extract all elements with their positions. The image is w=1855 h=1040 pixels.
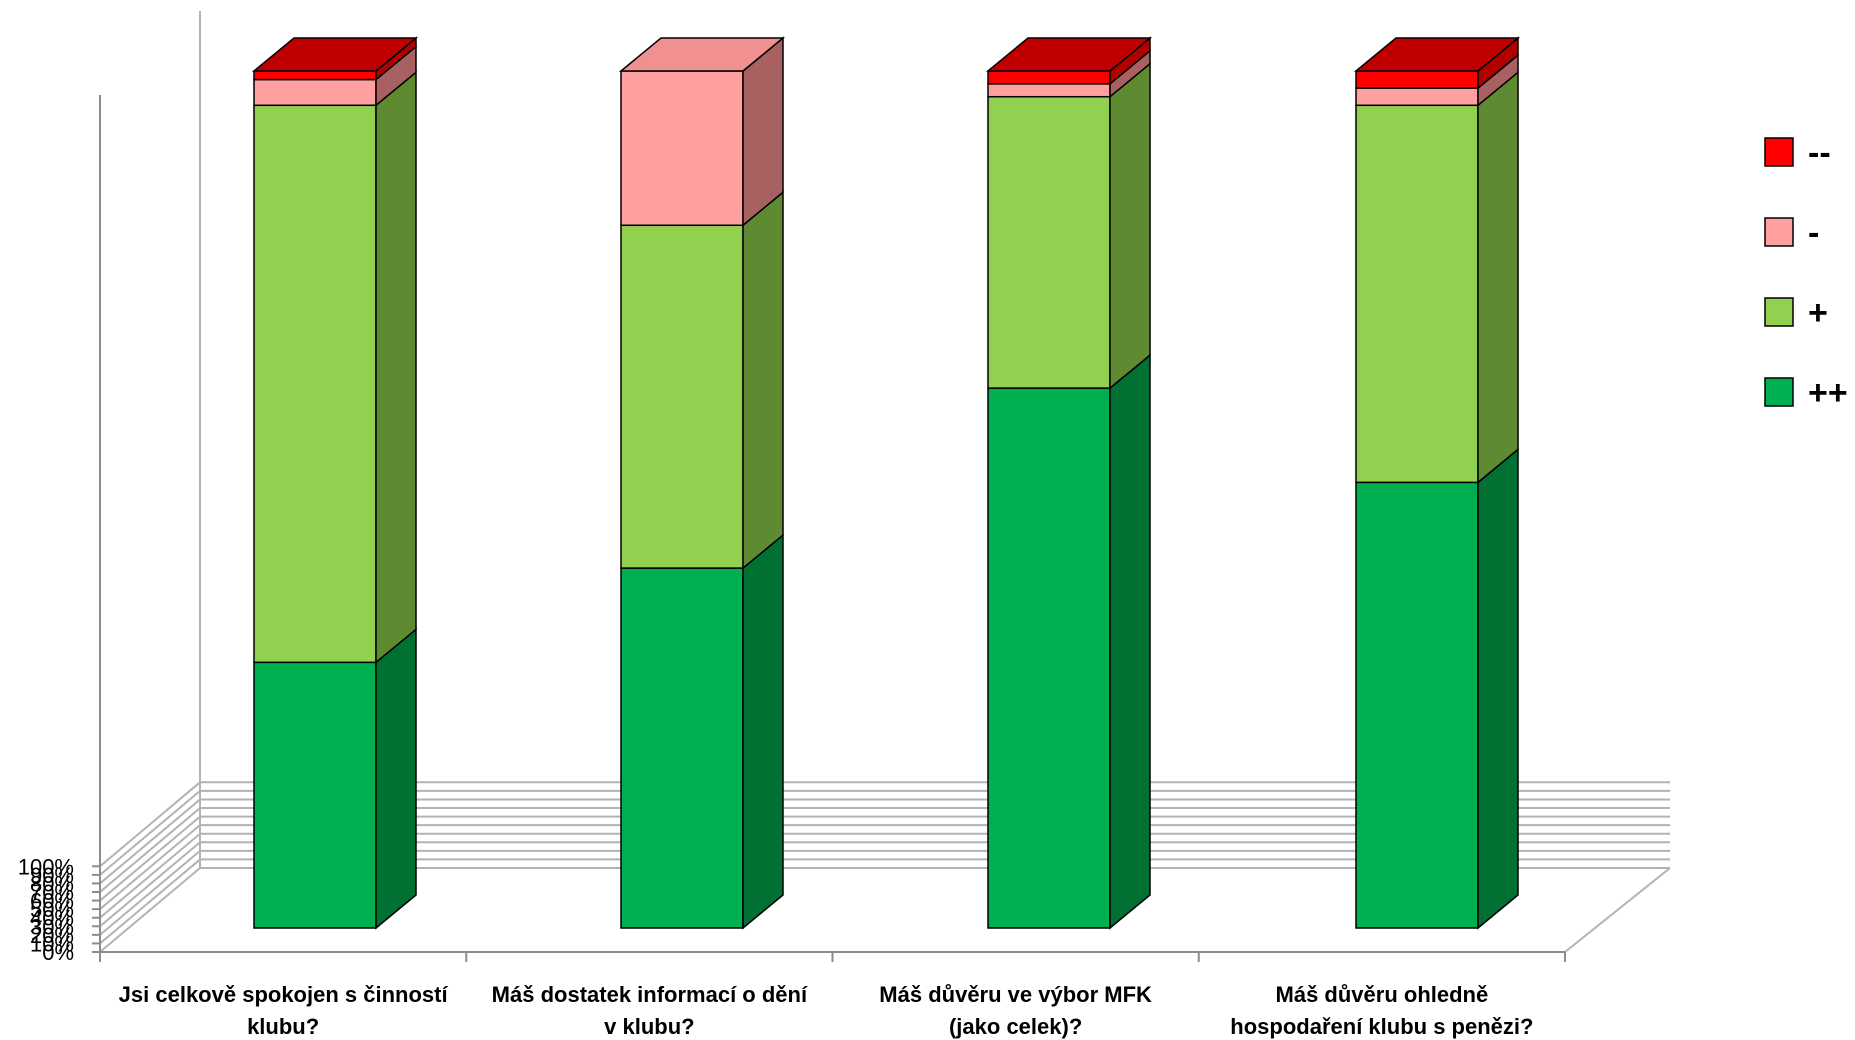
- bar-segment: [253, 627, 417, 930]
- legend-swatch: [1764, 377, 1794, 407]
- bar-segment-front: [1355, 104, 1479, 484]
- gridline-diagonal: [99, 841, 201, 928]
- y-tick-label: 0%: [42, 940, 74, 965]
- bar-segment: [253, 44, 417, 107]
- bar-top-face: [985, 37, 1153, 72]
- x-category-label: klubu?: [247, 1014, 319, 1039]
- gridline-diagonal: [99, 858, 201, 945]
- bar-segment: [1355, 447, 1519, 930]
- bar-segment-side: [1477, 447, 1519, 930]
- bar-segment-side: [1109, 62, 1151, 390]
- y-tick-label: 70%: [30, 880, 74, 905]
- gridline-diagonal: [99, 781, 201, 868]
- bar-segment-front: [620, 567, 744, 929]
- y-tick-label: 10%: [30, 931, 74, 956]
- bar-segment-side: [375, 70, 417, 664]
- y-tick-label: 50%: [30, 897, 74, 922]
- bar-segment: [987, 62, 1151, 390]
- gridline-diagonal: [99, 790, 201, 876]
- x-category-label: Máš dostatek informací o dění: [492, 982, 808, 1007]
- legend-swatch: [1764, 297, 1794, 327]
- bar-segment-front: [987, 70, 1111, 85]
- bars: [251, 36, 1521, 930]
- legend-label: --: [1808, 134, 1831, 172]
- y-tick-label: 30%: [30, 914, 74, 939]
- bar-segment-front: [253, 661, 377, 929]
- gridline-diagonal: [99, 807, 201, 893]
- x-category-label: v klubu?: [604, 1014, 694, 1039]
- x-category-label: (jako celek)?: [949, 1014, 1082, 1039]
- bar-segment: [620, 36, 784, 227]
- bar-segment-front: [253, 104, 377, 664]
- bar-segment-front: [1355, 87, 1479, 107]
- gridline-diagonal: [99, 815, 201, 902]
- bar-segment-front: [620, 224, 744, 569]
- bar-segment: [620, 190, 784, 570]
- floor-left-edge: [99, 867, 201, 953]
- bar-segment-front: [253, 70, 377, 81]
- bar-segment-front: [987, 83, 1111, 98]
- bar-segment: [1355, 70, 1519, 484]
- bar-segment-side: [1477, 70, 1519, 484]
- y-tick-label: 80%: [30, 871, 74, 896]
- bar-segment-front: [987, 95, 1111, 389]
- bar-segment: [1355, 53, 1519, 107]
- gridline-diagonal: [99, 832, 201, 919]
- bar-top-face: [251, 37, 419, 72]
- x-category-label: Máš důvěru ve výbor MFK: [879, 982, 1152, 1007]
- bar-segment-front: [1355, 481, 1479, 929]
- legend-label: -: [1808, 214, 1819, 252]
- legend: ---+++: [1764, 134, 1848, 412]
- bar-segment: [1355, 36, 1519, 90]
- bar-segment-side: [742, 533, 784, 930]
- y-tick-label: 100%: [18, 854, 74, 879]
- x-category-label: hospodaření klubu s penězi?: [1230, 1014, 1533, 1039]
- legend-swatch: [1764, 137, 1794, 167]
- y-tick-label: 60%: [30, 889, 74, 914]
- gridline-diagonal: [99, 824, 201, 910]
- bar-segment-side: [1109, 353, 1151, 930]
- gridline-diagonal: [99, 850, 201, 936]
- y-tick-label: 20%: [30, 923, 74, 948]
- bar-segment-front: [987, 387, 1111, 929]
- y-tick-label: 90%: [30, 863, 74, 888]
- x-category-label: Máš důvěru ohledně: [1276, 982, 1489, 1007]
- floor-right-edge: [1564, 867, 1671, 953]
- bar-segment-front: [253, 78, 377, 107]
- legend-label: +: [1808, 294, 1828, 332]
- y-tick-label: 40%: [30, 906, 74, 931]
- gridline-diagonal: [99, 798, 201, 885]
- bar-segment-side: [375, 627, 417, 930]
- bar-top-face: [1353, 37, 1521, 72]
- bar-segment-front: [1355, 70, 1479, 89]
- bar-segment-front: [620, 70, 744, 227]
- legend-label: ++: [1808, 374, 1848, 412]
- x-axis-category-labels: Jsi celkově spokojen s činností klubu? Máš…: [119, 982, 1534, 1039]
- legend-swatch: [1764, 217, 1794, 247]
- x-category-label: Jsi celkově spokojen s činností: [119, 982, 449, 1007]
- y-axis-tick-labels: 0%10%20%30%40%50%60%70%80%90%100%: [18, 854, 74, 965]
- bar-segment: [253, 70, 417, 664]
- bar-segment-side: [742, 190, 784, 570]
- bar-segment: [620, 533, 784, 930]
- bar-segment: [987, 353, 1151, 930]
- bar-top-face: [618, 37, 786, 72]
- bar-segment: [987, 36, 1151, 86]
